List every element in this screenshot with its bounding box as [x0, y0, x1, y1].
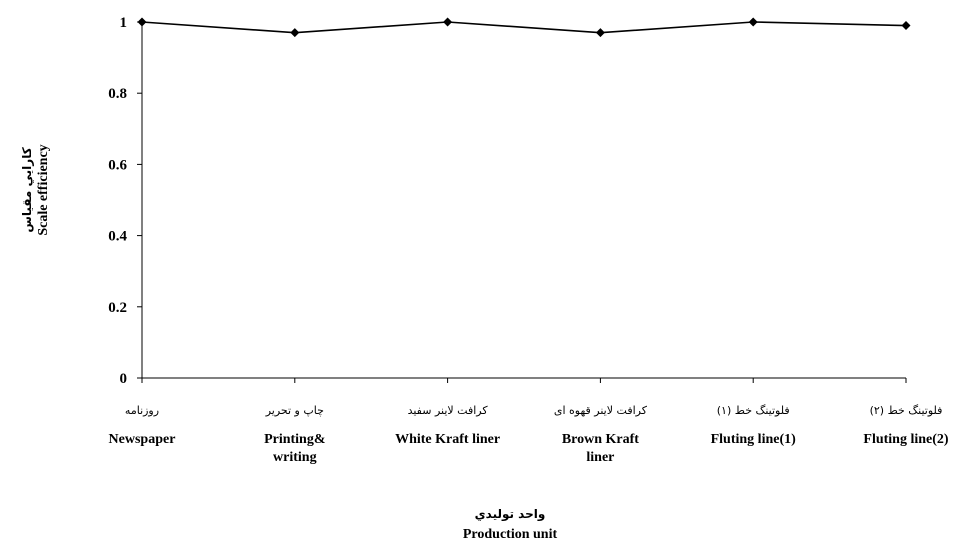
- category-label-english: Brown Kraft: [562, 432, 639, 447]
- y-tick-label: 0.6: [108, 157, 127, 173]
- category-label-persian: روزنامه: [125, 404, 159, 417]
- category-label-english: Printing&: [264, 432, 325, 447]
- category-label-english: White Kraft liner: [395, 432, 500, 447]
- y-tick-label: 0: [120, 371, 128, 387]
- data-point-marker: [595, 28, 605, 38]
- category-label-persian: فلوتینگ خط (۲): [870, 404, 943, 417]
- category-label-english: Fluting line(2): [863, 432, 949, 447]
- y-tick-label: 1: [120, 15, 128, 31]
- category-label-english: Newspaper: [109, 432, 176, 447]
- y-tick-label: 0.8: [108, 86, 127, 102]
- y-tick-label: 0.2: [108, 300, 127, 316]
- axes: [141, 22, 906, 379]
- y-axis-ticks: 0 0.2 0.4 0.6 0.8 1: [108, 15, 142, 387]
- category-label-persian: فلوتینگ خط (۱): [717, 404, 790, 417]
- y-axis-title-english: Scale efficiency: [36, 144, 51, 235]
- x-axis-categories: روزنامه Newspaper چاپ و تحریر Printing&writ…: [109, 378, 949, 465]
- data-point-marker: [748, 17, 758, 27]
- category-label-persian: کرافت لاینر سفید: [408, 404, 489, 417]
- category-label-persian: چاپ و تحریر: [265, 404, 324, 417]
- category-label-english: writing: [273, 450, 317, 465]
- y-tick-label: 0.4: [108, 229, 127, 245]
- data-point-marker: [443, 17, 453, 27]
- axis-titles: كارايي مقياس Scale efficiency واحد توليد…: [20, 144, 557, 542]
- data-point-marker: [290, 28, 300, 38]
- category-label-english: liner: [586, 450, 614, 465]
- category-label-english: Fluting line(1): [711, 432, 797, 447]
- y-axis-title-persian: كارايي مقياس: [20, 147, 34, 232]
- series-line: [141, 21, 907, 34]
- efficiency-series: [137, 17, 911, 38]
- data-point-marker: [137, 17, 147, 27]
- x-axis-title-english: Production unit: [463, 527, 558, 542]
- category-label-persian: کرافت لاینر قهوه ای: [554, 404, 648, 417]
- x-axis-title-persian: واحد توليدي: [475, 507, 546, 522]
- data-point-marker: [901, 21, 911, 31]
